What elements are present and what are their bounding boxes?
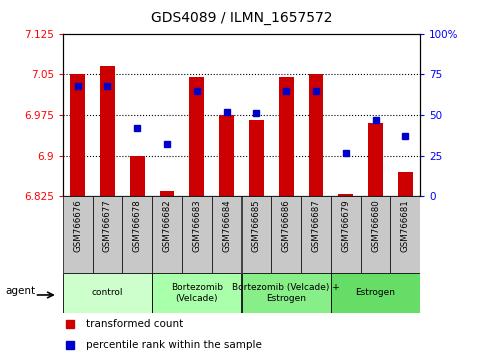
- Text: GSM766684: GSM766684: [222, 200, 231, 252]
- Bar: [152, 196, 182, 273]
- Bar: [93, 196, 122, 273]
- Bar: [122, 196, 152, 273]
- Bar: [159, 191, 174, 196]
- Bar: [219, 115, 234, 196]
- Bar: [182, 196, 212, 273]
- Bar: [309, 74, 324, 196]
- Text: GSM766687: GSM766687: [312, 200, 320, 252]
- Text: GDS4089 / ILMN_1657572: GDS4089 / ILMN_1657572: [151, 11, 332, 25]
- Bar: [130, 156, 145, 196]
- Bar: [100, 66, 115, 196]
- Bar: [249, 120, 264, 196]
- Text: control: control: [92, 289, 123, 297]
- Text: agent: agent: [5, 286, 35, 296]
- Text: Bortezomib
(Velcade): Bortezomib (Velcade): [171, 283, 223, 303]
- Text: GSM766683: GSM766683: [192, 200, 201, 252]
- Bar: [63, 273, 152, 313]
- Bar: [189, 77, 204, 196]
- Bar: [63, 196, 93, 273]
- Bar: [152, 273, 242, 313]
- Bar: [271, 196, 301, 273]
- Bar: [398, 172, 413, 196]
- Text: GSM766685: GSM766685: [252, 200, 261, 252]
- Bar: [279, 77, 294, 196]
- Bar: [361, 196, 390, 273]
- Bar: [368, 123, 383, 196]
- Bar: [331, 196, 361, 273]
- Text: GSM766678: GSM766678: [133, 200, 142, 252]
- Bar: [242, 273, 331, 313]
- Bar: [331, 273, 420, 313]
- Bar: [70, 74, 85, 196]
- Bar: [301, 196, 331, 273]
- Bar: [242, 196, 271, 273]
- Text: GSM766681: GSM766681: [401, 200, 410, 252]
- Text: GSM766682: GSM766682: [163, 200, 171, 252]
- Text: GSM766677: GSM766677: [103, 200, 112, 252]
- Bar: [338, 194, 353, 196]
- Bar: [212, 196, 242, 273]
- Text: GSM766679: GSM766679: [341, 200, 350, 252]
- Text: GSM766686: GSM766686: [282, 200, 291, 252]
- Text: transformed count: transformed count: [86, 319, 183, 329]
- Bar: [390, 196, 420, 273]
- Text: GSM766680: GSM766680: [371, 200, 380, 252]
- Text: GSM766676: GSM766676: [73, 200, 82, 252]
- Text: Bortezomib (Velcade) +
Estrogen: Bortezomib (Velcade) + Estrogen: [232, 283, 340, 303]
- Text: Estrogen: Estrogen: [355, 289, 396, 297]
- Text: percentile rank within the sample: percentile rank within the sample: [86, 340, 262, 350]
